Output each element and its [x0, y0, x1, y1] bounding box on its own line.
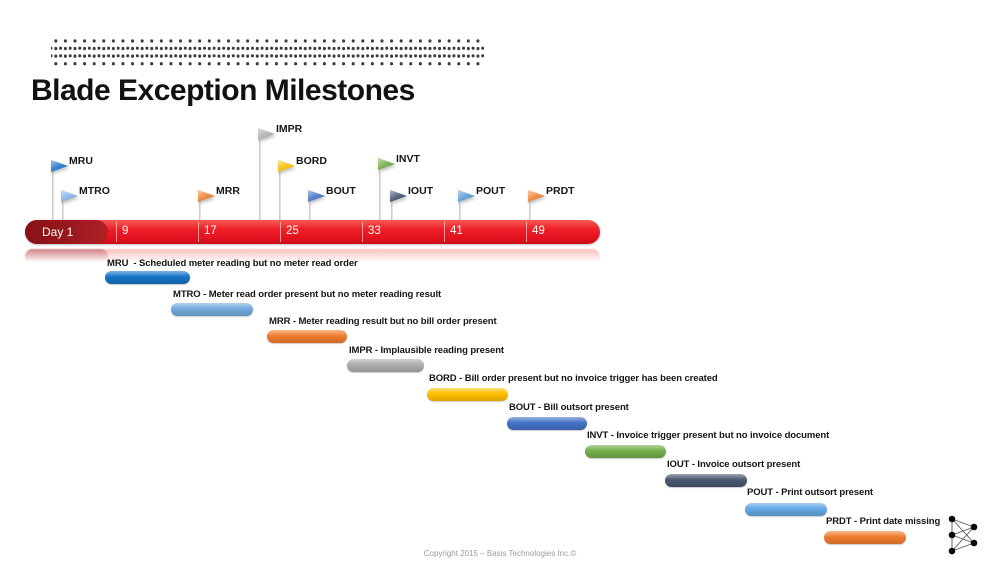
flag-pennant-icon [378, 158, 395, 170]
flag-pennant-wrap [378, 158, 395, 170]
flag-label: MRU [69, 155, 93, 167]
tick-label: 25 [286, 224, 299, 237]
flag-label: INVT [396, 153, 420, 165]
flag-pole [391, 192, 393, 224]
flag-label: MRR [216, 185, 240, 197]
dotted-strip-decoration [51, 37, 484, 67]
flag-pennant-wrap [258, 128, 275, 140]
flag-label: BOUT [326, 185, 356, 197]
flag-pennant-icon [258, 128, 275, 140]
tick-line [526, 222, 527, 242]
flag-pole [379, 160, 381, 224]
flag-pole [529, 192, 531, 224]
flag-pennant-icon [458, 190, 475, 202]
flag-pennant-wrap [390, 190, 407, 202]
timeline-start-cap: Day 1 [25, 220, 108, 244]
timeline-bar-reflection [25, 249, 600, 264]
flag-label: BORD [296, 155, 327, 167]
timeline-bar: Day 1 9 17 25 33 41 49 [25, 220, 600, 244]
milestone-description-pout: POUT - Print outsort present [747, 487, 873, 498]
flag-label: IMPR [276, 123, 303, 135]
tick-line [362, 222, 363, 242]
flag-label: PRDT [546, 185, 575, 197]
flag-pole [279, 162, 281, 224]
flag-pole [52, 162, 54, 224]
page-title: Blade Exception Milestones [31, 74, 415, 107]
copyright-text: Copyright 2015 – Basis Technologies Inc.… [423, 549, 577, 558]
milestone-description-prdt: PRDT - Print date missing [826, 516, 941, 527]
milestone-bar-impr [347, 359, 424, 372]
milestone-bar-mtro [171, 303, 253, 316]
milestone-description-mrr: MRR - Meter reading result but no bill o… [269, 316, 497, 327]
flag-pole [309, 192, 311, 224]
flag-pennant-wrap [51, 160, 68, 172]
tick-label: 9 [122, 224, 129, 237]
milestone-bar-pout [745, 503, 827, 516]
tick-line [116, 222, 117, 242]
milestone-bar-bord [427, 388, 508, 401]
milestone-description-bout: BOUT - Bill outsort present [509, 402, 629, 413]
milestone-description-mtro: MTRO - Meter read order present but no m… [173, 289, 442, 300]
milestone-description-iout: IOUT - Invoice outsort present [667, 459, 801, 470]
milestone-bar-mru [105, 271, 190, 284]
milestone-bar-bout [507, 417, 587, 430]
tick-label: 49 [532, 224, 545, 237]
flag-label: POUT [476, 185, 506, 197]
flag-pennant-icon [390, 190, 407, 202]
flag-pennant-wrap [458, 190, 475, 202]
flag-pole [62, 192, 64, 224]
flag-label: IOUT [408, 185, 434, 197]
milestone-description-bord: BORD - Bill order present but no invoice… [429, 373, 718, 384]
flag-pennant-icon [61, 190, 78, 202]
flag-pennant-wrap [528, 190, 545, 202]
flag-pennant-icon [51, 160, 68, 172]
flag-pole [459, 192, 461, 224]
flag-pennant-icon [278, 160, 295, 172]
tick-line [280, 222, 281, 242]
network-graph-icon [948, 515, 978, 555]
tick-label: 17 [204, 224, 217, 237]
flag-pole [199, 192, 201, 224]
milestone-description-mru: MRU - Scheduled meter reading but no met… [107, 258, 358, 269]
flag-pole [259, 130, 261, 224]
timeline-start-label: Day 1 [42, 225, 74, 239]
milestone-bar-prdt [824, 531, 906, 544]
flag-pennant-wrap [308, 190, 325, 202]
milestone-description-impr: IMPR - Implausible reading present [349, 345, 504, 356]
flag-pennant-icon [198, 190, 215, 202]
milestone-bar-mrr [267, 330, 347, 343]
flag-pennant-wrap [61, 190, 78, 202]
tick-line [198, 222, 199, 242]
flag-pennant-wrap [198, 190, 215, 202]
tick-line [444, 222, 445, 242]
flag-pennant-wrap [278, 160, 295, 172]
flag-pennant-icon [308, 190, 325, 202]
milestone-description-invt: INVT - Invoice trigger present but no in… [587, 430, 830, 441]
flag-pennant-icon [528, 190, 545, 202]
flag-label: MTRO [79, 185, 110, 197]
tick-label: 41 [450, 224, 463, 237]
milestone-bar-invt [585, 445, 666, 458]
milestone-bar-iout [665, 474, 747, 487]
tick-label: 33 [368, 224, 381, 237]
